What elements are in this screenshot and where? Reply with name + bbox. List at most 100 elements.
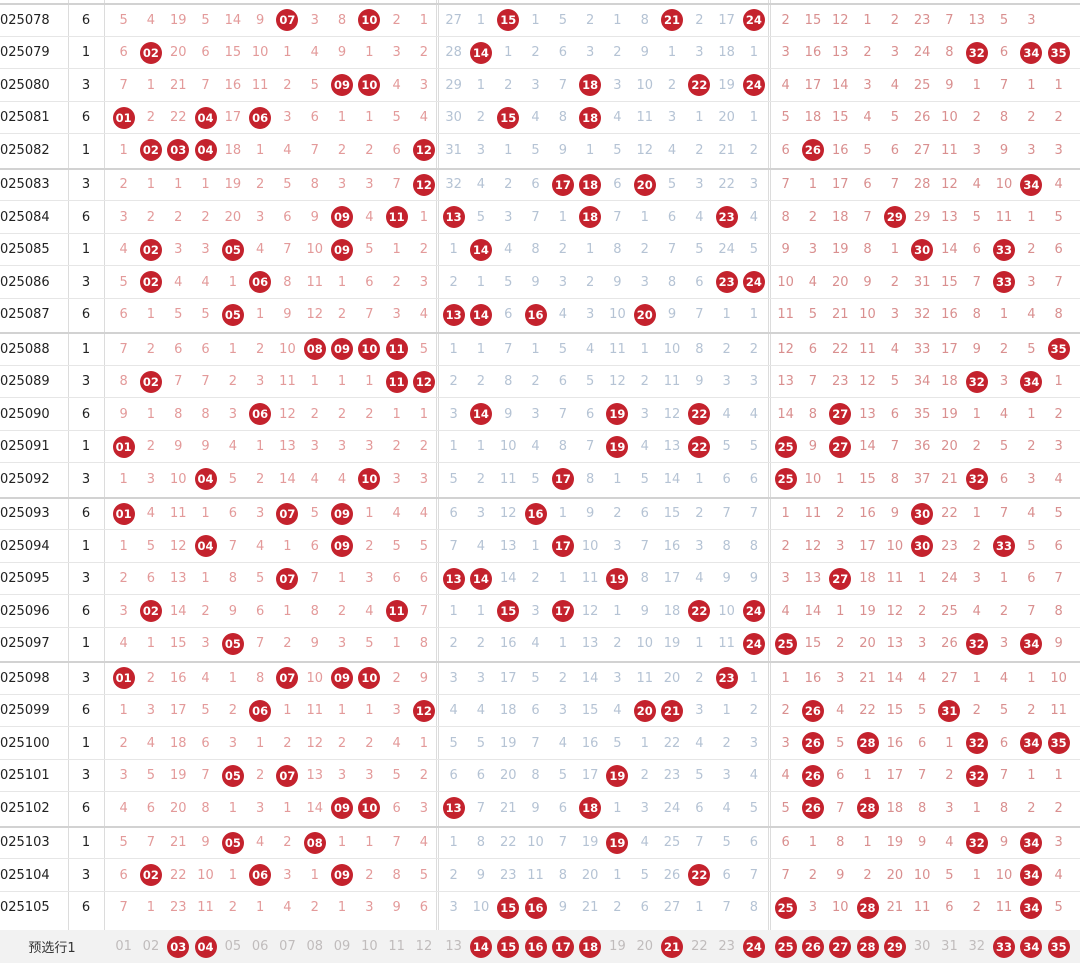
- preselect-number[interactable]: 14: [467, 930, 494, 963]
- preselect-number[interactable]: 24: [740, 930, 767, 963]
- preselect-number[interactable]: 07: [279, 939, 296, 954]
- trend-cell: 1: [1027, 670, 1036, 686]
- number-ball: 07: [276, 502, 299, 525]
- preselect-number[interactable]: 22: [691, 939, 708, 954]
- preselect-number[interactable]: 05: [224, 939, 242, 954]
- preselect-number[interactable]: 04: [192, 930, 219, 963]
- preselect-number[interactable]: 34: [1018, 930, 1045, 963]
- selected-number-ball[interactable]: 03: [167, 935, 190, 958]
- selected-number-ball[interactable]: 15: [497, 935, 520, 958]
- selected-number-ball[interactable]: 17: [551, 935, 574, 958]
- number-ball: 17: [551, 535, 574, 558]
- trend-cell: 07: [274, 498, 301, 531]
- selected-number-ball[interactable]: 29: [883, 935, 906, 958]
- trend-cell: 5: [558, 768, 567, 784]
- trend-cell: 27: [827, 431, 854, 464]
- trend-cell: 3: [890, 307, 899, 323]
- preselect-number[interactable]: 35: [1045, 930, 1072, 963]
- selected-number-ball[interactable]: 26: [801, 935, 824, 958]
- preselect-number[interactable]: 06: [251, 939, 269, 954]
- selected-number-ball[interactable]: 28: [856, 935, 879, 958]
- preselect-number[interactable]: 12: [415, 939, 433, 954]
- number-ball: 07: [276, 9, 299, 32]
- selected-number-ball[interactable]: 24: [742, 935, 765, 958]
- trend-cell: 26: [799, 760, 826, 793]
- issue-number: 025092: [0, 471, 50, 487]
- trend-cell: 3: [695, 703, 704, 719]
- trend-cell: 30: [909, 234, 936, 267]
- selected-number-ball[interactable]: 25: [774, 935, 797, 958]
- trend-cell: 2: [749, 142, 759, 158]
- preselect-number[interactable]: 20: [636, 939, 654, 954]
- preselect-number[interactable]: 33: [990, 930, 1017, 963]
- trend-cell: 24: [740, 4, 767, 37]
- number-ball: 33: [993, 535, 1016, 558]
- number-ball: 05: [221, 238, 244, 261]
- trend-cell: 32: [963, 366, 990, 399]
- preselect-number[interactable]: 01: [115, 939, 132, 954]
- number-ball: 35: [1047, 338, 1070, 361]
- trend-cell: 24: [740, 69, 767, 102]
- preselect-number[interactable]: 25: [772, 930, 799, 963]
- trend-cell: 13: [169, 571, 187, 587]
- preselect-number[interactable]: 19: [609, 939, 626, 954]
- trend-cell: 9: [836, 867, 845, 883]
- trend-cell: 2: [836, 636, 845, 652]
- selected-number-ball[interactable]: 04: [194, 935, 217, 958]
- selected-number-ball[interactable]: 21: [661, 935, 684, 958]
- preselect-number[interactable]: 32: [968, 939, 986, 954]
- preselect-number[interactable]: 31: [941, 939, 958, 954]
- preselect-number[interactable]: 18: [577, 930, 604, 963]
- trend-cell: 23: [941, 538, 958, 554]
- preselect-number[interactable]: 30: [913, 939, 931, 954]
- preselect-number[interactable]: 03: [165, 930, 192, 963]
- trend-cell: 1: [337, 374, 347, 390]
- number-ball: 17: [551, 600, 574, 623]
- selected-number-ball[interactable]: 14: [469, 935, 492, 958]
- trend-cell: 8: [558, 439, 567, 455]
- trend-cell: 3: [392, 703, 401, 719]
- preselect-number[interactable]: 17: [549, 930, 576, 963]
- selected-number-ball[interactable]: 18: [579, 935, 602, 958]
- trend-cell: 34: [1018, 892, 1045, 925]
- trend-cell: 8: [283, 274, 292, 290]
- preselect-number[interactable]: 10: [361, 939, 378, 954]
- trend-cell: 1: [476, 603, 486, 619]
- trend-cell: 4: [146, 506, 156, 522]
- issue-number: 025105: [0, 900, 50, 916]
- trend-cell: 3: [749, 177, 759, 193]
- selected-number-ball[interactable]: 35: [1047, 935, 1070, 958]
- selected-number-ball[interactable]: 16: [524, 935, 547, 958]
- preselect-number[interactable]: 16: [522, 930, 549, 963]
- selected-number-ball[interactable]: 33: [993, 935, 1016, 958]
- preselect-number[interactable]: 02: [142, 939, 160, 954]
- selected-number-ball[interactable]: 27: [829, 935, 852, 958]
- trend-cell: 4: [228, 439, 237, 455]
- preselect-number[interactable]: 28: [854, 930, 881, 963]
- trend-cell: 1: [890, 242, 899, 258]
- trend-cell: 2: [1054, 110, 1063, 126]
- number-ball: 33: [993, 271, 1016, 294]
- selected-number-ball[interactable]: 34: [1020, 935, 1043, 958]
- preselect-number[interactable]: 21: [658, 930, 685, 963]
- trend-cell: 7: [1054, 571, 1063, 587]
- preselect-number[interactable]: 09: [333, 939, 351, 954]
- number-ball: 27: [829, 567, 852, 590]
- preselect-number[interactable]: 27: [827, 930, 854, 963]
- preselect-number[interactable]: 26: [799, 930, 826, 963]
- preselect-number[interactable]: 23: [718, 939, 735, 954]
- preselect-number[interactable]: 15: [495, 930, 522, 963]
- number-ball: 15: [497, 106, 520, 129]
- trend-cell: 21: [658, 4, 685, 37]
- preselect-number[interactable]: 08: [306, 939, 324, 954]
- trend-cell: 8: [310, 603, 319, 619]
- trend-cell: 5: [531, 471, 540, 487]
- draw-value: 1: [81, 835, 91, 851]
- preselect-number[interactable]: 13: [445, 939, 462, 954]
- trend-cell: 6: [1054, 538, 1063, 554]
- trend-cell: 26: [799, 695, 826, 728]
- preselect-number[interactable]: 29: [881, 930, 908, 963]
- trend-cell: 2: [310, 406, 319, 422]
- number-ball: 27: [829, 403, 852, 426]
- preselect-number[interactable]: 11: [388, 939, 405, 954]
